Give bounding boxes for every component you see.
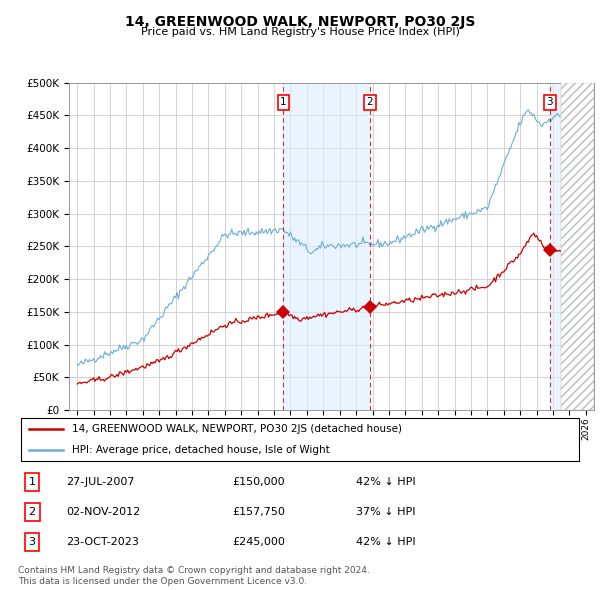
Text: 1: 1 [280, 97, 287, 107]
Bar [561, 83, 594, 410]
Text: 42% ↓ HPI: 42% ↓ HPI [356, 537, 416, 547]
Text: 27-JUL-2007: 27-JUL-2007 [66, 477, 134, 487]
Text: 23-OCT-2023: 23-OCT-2023 [66, 537, 139, 547]
Text: 2: 2 [367, 97, 373, 107]
Text: 2: 2 [29, 507, 35, 517]
Text: 14, GREENWOOD WALK, NEWPORT, PO30 2JS (detached house): 14, GREENWOOD WALK, NEWPORT, PO30 2JS (d… [71, 424, 401, 434]
Text: 3: 3 [29, 537, 35, 547]
Text: 14, GREENWOOD WALK, NEWPORT, PO30 2JS: 14, GREENWOOD WALK, NEWPORT, PO30 2JS [125, 15, 475, 29]
Text: HPI: Average price, detached house, Isle of Wight: HPI: Average price, detached house, Isle… [71, 445, 329, 455]
Text: 42% ↓ HPI: 42% ↓ HPI [356, 477, 416, 487]
Text: £157,750: £157,750 [232, 507, 285, 517]
Text: £245,000: £245,000 [232, 537, 285, 547]
Text: 1: 1 [29, 477, 35, 487]
Text: £150,000: £150,000 [232, 477, 285, 487]
Bar [283, 83, 370, 410]
FancyBboxPatch shape [21, 418, 579, 461]
Text: 02-NOV-2012: 02-NOV-2012 [66, 507, 140, 517]
Text: Price paid vs. HM Land Registry's House Price Index (HPI): Price paid vs. HM Land Registry's House … [140, 27, 460, 37]
Text: Contains HM Land Registry data © Crown copyright and database right 2024.
This d: Contains HM Land Registry data © Crown c… [18, 566, 370, 586]
Bar [550, 83, 561, 410]
Text: 3: 3 [547, 97, 553, 107]
Text: 37% ↓ HPI: 37% ↓ HPI [356, 507, 416, 517]
